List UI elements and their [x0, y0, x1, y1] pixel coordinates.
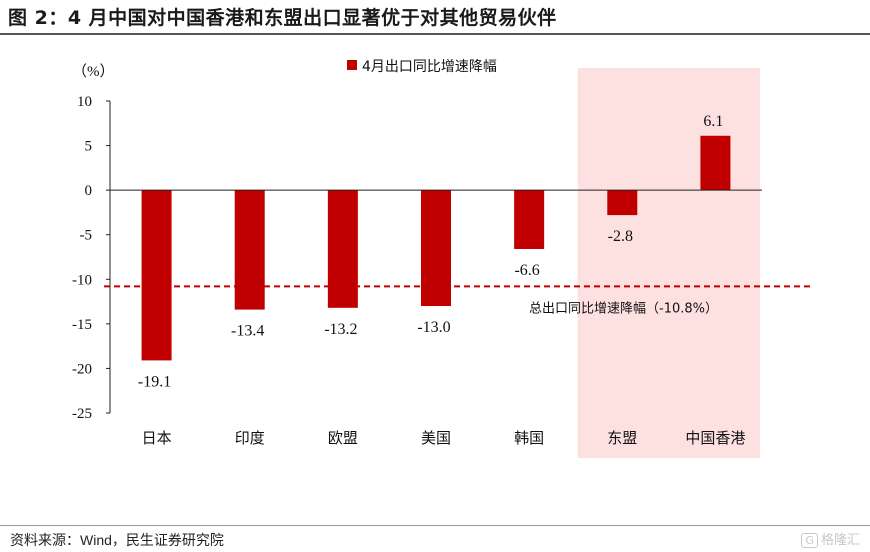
legend-label: 4月出口同比增速降幅 — [362, 59, 497, 75]
watermark-logo-icon: G — [801, 533, 818, 548]
y-tick-label: 0 — [85, 183, 93, 199]
category-label: 印度 — [235, 429, 265, 447]
category-label: 中国香港 — [685, 429, 745, 447]
y-tick-label: 5 — [85, 139, 93, 155]
watermark-text: 格隆汇 — [820, 533, 860, 548]
bar — [607, 190, 638, 216]
y-tick-label: -15 — [72, 317, 92, 333]
y-tick-label: -25 — [72, 406, 92, 422]
source-note: 资料来源：Wind，民生证券研究院 — [10, 532, 224, 548]
data-label: -13.2 — [324, 321, 357, 338]
highlight-region — [577, 68, 760, 458]
legend-swatch — [347, 60, 357, 70]
source-divider — [0, 525, 870, 526]
data-label: -13.4 — [231, 323, 264, 340]
bar-chart: 10 5 0 -5 -10 -15 -20 -25 总出口同比增速降幅（-10.8%） 日本 印… — [72, 59, 812, 458]
data-label: -19.1 — [138, 373, 171, 390]
data-label: 6.1 — [703, 113, 723, 130]
y-axis-unit: （%） — [72, 63, 115, 80]
y-tick-label: 10 — [77, 94, 92, 110]
bar — [234, 190, 265, 310]
category-label: 美国 — [421, 429, 451, 447]
bar — [514, 190, 545, 249]
data-label: -2.8 — [608, 228, 633, 245]
bar — [327, 190, 358, 308]
category-label: 日本 — [142, 429, 172, 447]
data-label: -6.6 — [514, 262, 539, 279]
category-label: 韩国 — [514, 429, 544, 447]
watermark: G 格隆汇 — [801, 529, 860, 548]
title-divider — [0, 33, 870, 35]
category-label: 东盟 — [607, 429, 637, 447]
figure-title: 图 2：4 月中国对中国香港和东盟出口显著优于对其他贸易伙伴 — [8, 7, 557, 29]
reference-line-label: 总出口同比增速降幅（-10.8%） — [529, 301, 718, 316]
category-label: 欧盟 — [328, 429, 358, 447]
bar — [421, 190, 451, 307]
data-label: -13.0 — [417, 319, 450, 336]
bar — [141, 190, 172, 361]
y-tick-label: -20 — [72, 361, 92, 377]
y-tick-label: -10 — [72, 272, 92, 288]
bar — [700, 135, 731, 191]
y-tick-label: -5 — [80, 228, 93, 244]
